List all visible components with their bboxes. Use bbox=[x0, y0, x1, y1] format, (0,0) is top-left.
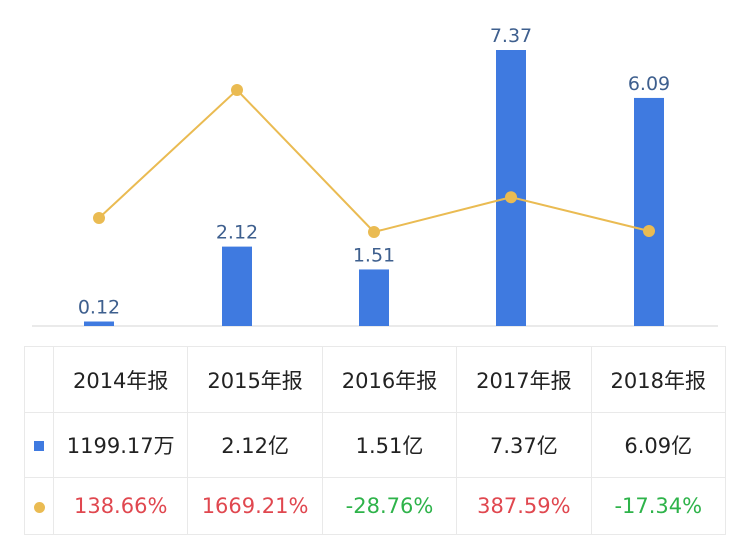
revenue-legend-cell bbox=[24, 412, 54, 478]
bar-value-label: 1.51 bbox=[353, 244, 395, 266]
growth-legend-cell bbox=[24, 477, 54, 535]
header-cell-2016: 2016年报 bbox=[321, 346, 458, 413]
table-corner-cell bbox=[24, 346, 54, 413]
bar-legend-square-icon bbox=[34, 441, 44, 451]
growth-line bbox=[98, 88, 650, 234]
line-legend-circle-icon bbox=[33, 501, 45, 513]
revenue-cell-2017: 7.37亿 bbox=[456, 412, 592, 478]
bar-value-label: 6.09 bbox=[628, 73, 670, 95]
table-row-growth: 138.66% 1669.21% -28.76% 387.59% -17.34% bbox=[24, 477, 727, 535]
header-cell-2018: 2018年报 bbox=[590, 346, 727, 413]
header-cell-2015: 2015年报 bbox=[187, 346, 323, 413]
growth-cell-2016: -28.76% bbox=[321, 477, 458, 535]
bar-2014年报 bbox=[84, 321, 114, 326]
growth-point-2017年报 bbox=[505, 191, 517, 204]
revenue-cell-2015: 2.12亿 bbox=[187, 412, 323, 478]
table-row-revenue: 1199.17万 2.12亿 1.51亿 7.37亿 6.09亿 bbox=[24, 412, 727, 478]
growth-point-2018年报 bbox=[643, 225, 655, 237]
growth-point-2016年报 bbox=[368, 226, 380, 238]
growth-point-2015年报 bbox=[231, 84, 243, 96]
growth-point-2014年报 bbox=[93, 212, 105, 224]
bar-value-label: 7.37 bbox=[490, 25, 532, 47]
revenue-cell-2016: 1.51亿 bbox=[321, 412, 458, 478]
growth-cell-2018: -17.34% bbox=[590, 477, 727, 535]
bars-group: 0.12 2.12 1.51 7.37 6.09 bbox=[78, 25, 670, 326]
table-header-row: 2014年报 2015年报 2016年报 2017年报 2018年报 bbox=[24, 346, 727, 413]
bar-2018年报 bbox=[634, 97, 664, 326]
combo-chart: 0.12 2.12 1.51 7.37 6.09 bbox=[32, 25, 718, 327]
bar-2016年报 bbox=[359, 269, 389, 326]
growth-cell-2017: 387.59% bbox=[456, 477, 592, 535]
bar-2015年报 bbox=[222, 246, 252, 326]
bar-value-label: 0.12 bbox=[78, 297, 120, 319]
revenue-cell-2018: 6.09亿 bbox=[590, 412, 727, 478]
growth-points-group bbox=[93, 84, 655, 238]
header-cell-2014: 2014年报 bbox=[52, 346, 189, 413]
growth-cell-2015: 1669.21% bbox=[187, 477, 323, 535]
revenue-cell-2014: 1199.17万 bbox=[52, 412, 189, 478]
growth-cell-2014: 138.66% bbox=[52, 477, 189, 535]
bar-value-label: 2.12 bbox=[216, 222, 258, 244]
data-table: 2014年报 2015年报 2016年报 2017年报 2018年报 1199.… bbox=[24, 346, 727, 535]
header-cell-2017: 2017年报 bbox=[456, 346, 592, 413]
bar-2017年报 bbox=[496, 50, 526, 326]
